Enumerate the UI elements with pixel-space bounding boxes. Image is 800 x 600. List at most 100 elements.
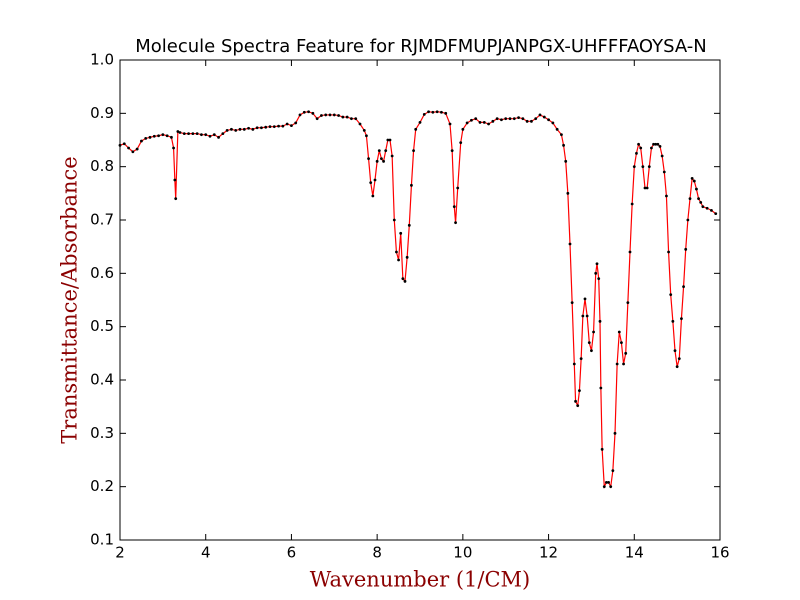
data-point <box>345 115 349 119</box>
data-point <box>422 113 426 116</box>
data-point <box>440 110 443 114</box>
data-point <box>662 170 666 174</box>
data-point <box>365 134 368 138</box>
data-point <box>152 134 156 138</box>
data-point <box>131 150 135 154</box>
data-point <box>298 113 302 117</box>
data-point <box>135 147 139 151</box>
data-point <box>459 141 463 145</box>
data-point <box>572 362 576 366</box>
data-point <box>547 118 550 122</box>
x-axis-label: Wavenumber (1/CM) <box>310 568 531 592</box>
data-point <box>337 114 340 117</box>
data-point <box>444 111 448 115</box>
data-point <box>699 201 703 204</box>
x-tick-label: 4 <box>201 544 211 562</box>
data-point <box>682 285 685 289</box>
data-point <box>491 119 495 123</box>
data-point <box>570 301 574 305</box>
data-point <box>238 127 242 131</box>
data-point <box>626 301 630 305</box>
data-point <box>448 122 452 126</box>
data-point <box>452 205 456 209</box>
data-point <box>375 159 379 163</box>
data-point <box>585 314 589 318</box>
data-point <box>324 113 328 117</box>
data-point <box>632 165 636 169</box>
data-point <box>328 113 332 117</box>
data-point <box>673 349 677 353</box>
data-point <box>157 134 160 138</box>
data-point <box>597 277 601 281</box>
data-point <box>401 277 405 281</box>
data-point <box>260 126 263 130</box>
data-point <box>590 349 593 353</box>
x-tick-label: 8 <box>372 544 382 562</box>
data-point <box>542 115 546 119</box>
data-point <box>191 132 195 136</box>
x-tick-label: 6 <box>287 544 297 562</box>
data-point <box>315 117 319 121</box>
data-point <box>148 135 152 139</box>
data-point <box>187 132 190 136</box>
data-point <box>613 431 617 435</box>
data-point <box>410 183 413 187</box>
data-point <box>538 113 542 117</box>
data-point <box>650 146 653 150</box>
data-point <box>251 127 255 131</box>
data-point <box>386 138 390 142</box>
data-point <box>521 117 525 121</box>
data-point <box>658 145 662 148</box>
data-point <box>508 117 512 121</box>
y-tick-label: 0.4 <box>90 371 114 389</box>
data-point <box>495 117 499 121</box>
x-tick-label: 2 <box>115 544 125 562</box>
y-tick-label: 0.2 <box>90 477 114 495</box>
data-point <box>641 165 645 169</box>
data-point <box>302 110 306 114</box>
data-point <box>605 481 608 484</box>
data-point <box>290 124 293 127</box>
data-point <box>161 133 165 137</box>
data-point <box>461 127 465 131</box>
data-point <box>354 117 358 121</box>
data-point <box>635 151 638 155</box>
data-point <box>583 297 587 301</box>
data-point <box>264 125 268 129</box>
data-point <box>182 132 186 136</box>
data-point <box>595 262 599 266</box>
data-point <box>551 121 555 125</box>
data-point <box>656 142 660 146</box>
x-tick-label: 12 <box>539 544 558 562</box>
data-point <box>622 362 625 366</box>
data-point <box>474 117 478 121</box>
chart-title: Molecule Spectra Feature for RJMDFMUPJAN… <box>135 36 707 57</box>
data-point <box>555 127 559 131</box>
data-point <box>369 181 373 185</box>
data-point <box>234 129 238 132</box>
data-point <box>600 447 604 451</box>
data-point <box>414 127 418 131</box>
data-point <box>390 154 394 158</box>
data-point <box>320 114 323 117</box>
data-point <box>637 142 640 146</box>
data-point <box>173 178 177 182</box>
y-tick-label: 0.5 <box>90 317 114 335</box>
data-point <box>705 206 709 210</box>
data-point <box>660 154 664 158</box>
data-point <box>418 121 422 124</box>
data-point <box>127 146 130 150</box>
data-point <box>680 317 683 321</box>
data-point <box>574 399 577 403</box>
y-tick-label: 0.1 <box>90 531 114 549</box>
data-point <box>692 179 696 183</box>
data-point <box>576 404 580 407</box>
y-tick-label: 0.8 <box>90 157 114 175</box>
plot-frame <box>119 59 721 541</box>
data-point <box>504 117 508 121</box>
data-point <box>482 121 486 124</box>
data-point <box>247 126 250 130</box>
data-point <box>144 137 148 140</box>
